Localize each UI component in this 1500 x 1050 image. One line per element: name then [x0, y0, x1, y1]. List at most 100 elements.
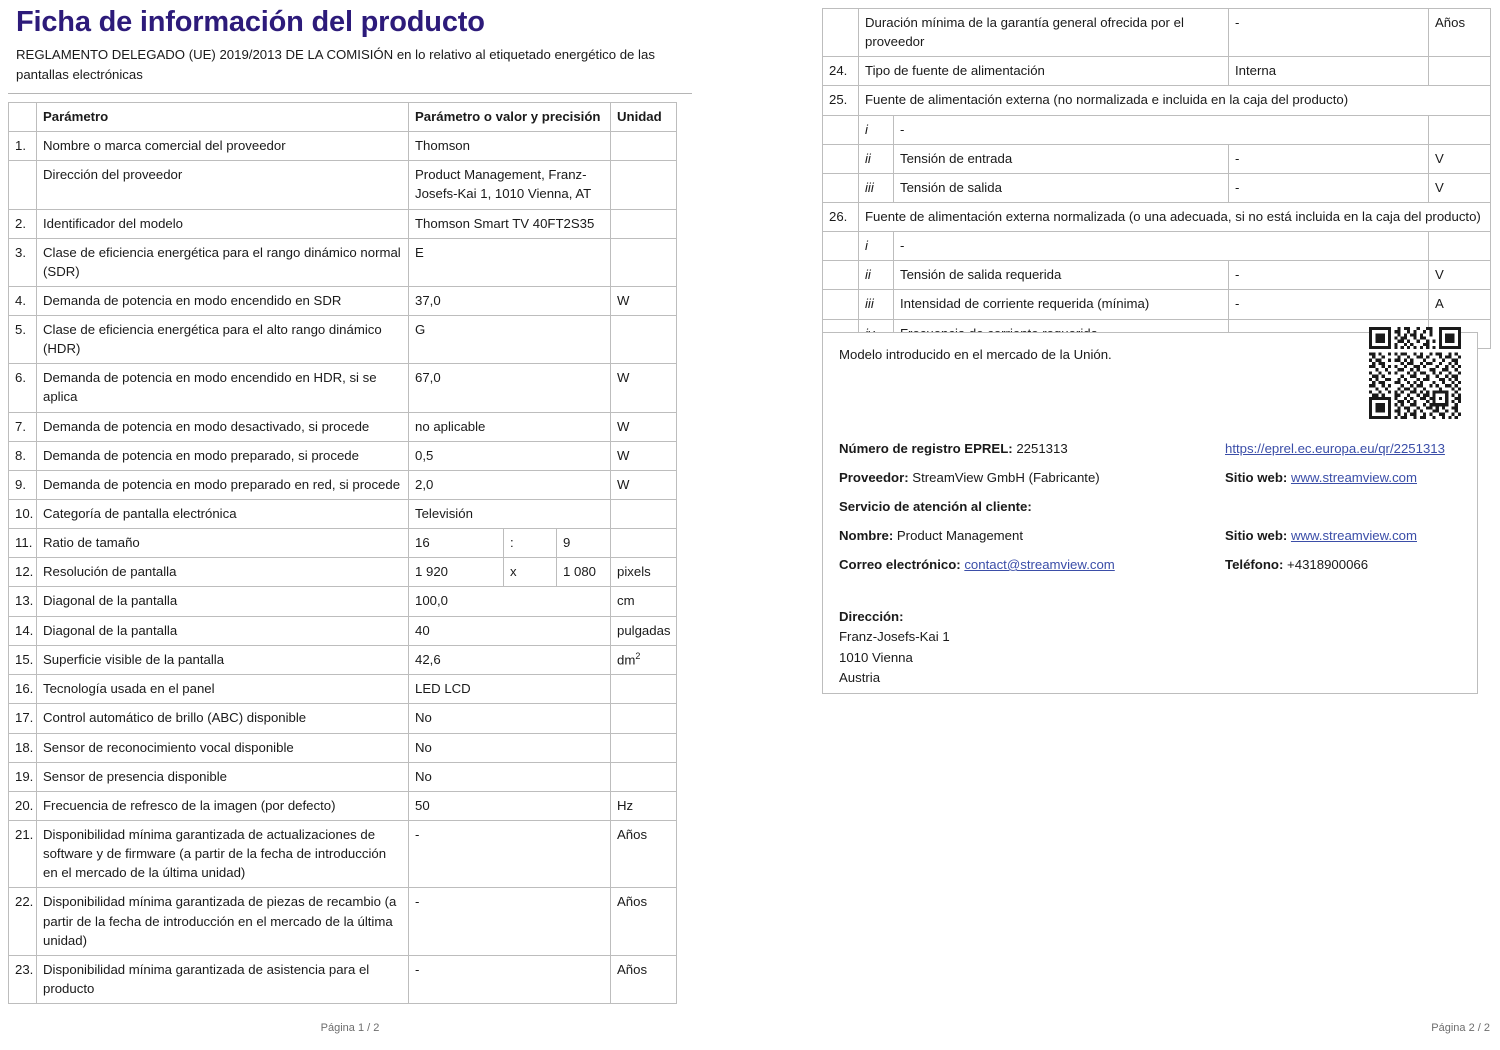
row-number: 5. [8, 315, 37, 365]
address-line: Austria [839, 670, 881, 686]
regulation-subtitle: REGLAMENTO DELEGADO (UE) 2019/2013 DE LA… [16, 47, 655, 83]
row-parameter: Resolución de pantalla [36, 557, 409, 588]
row-unit [610, 499, 677, 530]
qr-code[interactable] [1369, 327, 1461, 419]
row-value-part: 1 920 [409, 558, 504, 587]
row-number: 17. [8, 703, 37, 734]
row-parameter: Tipo de fuente de alimentación [858, 56, 1229, 87]
row-value: Interna [1228, 56, 1429, 87]
row-number: 23. [8, 954, 37, 1005]
table-row: 14. Diagonal de la pantalla 40 pulgadas [8, 615, 677, 646]
row-value: LED LCD [408, 674, 611, 705]
row-number: 26. [822, 201, 859, 233]
eprel-url-link[interactable]: https://eprel.ec.europa.eu/qr/2251313 [1225, 441, 1445, 456]
row-unit: A [1428, 289, 1491, 320]
row-value: 0,5 [408, 440, 611, 471]
row-unit: W [610, 285, 677, 317]
row-parameter: Clase de eficiencia energética para el r… [36, 237, 409, 287]
row-number: 25. [822, 85, 859, 116]
supplier-label: Proveedor: [839, 470, 909, 485]
row-value: Thomson Smart TV 40FT2S35 [408, 208, 611, 239]
row-unit: cm [610, 586, 677, 617]
table-header-row: Parámetro Parámetro o valor y precisión … [8, 101, 677, 133]
support-heading-cell: Servicio de atención al cliente: [839, 499, 1225, 514]
header-value: Parámetro o valor y precisión [408, 101, 611, 133]
supplier-website-cell: Sitio web: www.streamview.com [1225, 470, 1463, 485]
row-parameter: Disponibilidad mínima garantizada de act… [36, 819, 409, 889]
row-unit [610, 208, 677, 239]
row-value: - [408, 954, 611, 1005]
table-row: 3. Clase de eficiencia energética para el… [8, 237, 677, 287]
table-row: 1. Nombre o marca comercial del proveedor… [8, 131, 677, 162]
row-parameter: Control automático de brillo (ABC) dispo… [36, 703, 409, 734]
contact-name-row: Nombre: Product Management Sitio web: ww… [839, 528, 1463, 543]
row-value-part: 16 [409, 529, 504, 558]
website-link[interactable]: www.streamview.com [1290, 470, 1417, 485]
supplier-row: Proveedor: StreamView GmbH (Fabricante) … [839, 470, 1463, 485]
row-value: - [408, 819, 611, 889]
row-unit [1428, 56, 1491, 87]
table-row: 2. Identificador del modelo Thomson Smart … [8, 208, 677, 239]
row-number: 20. [8, 790, 37, 821]
table-row: 5. Clase de eficiencia energética para el… [8, 315, 677, 365]
contact-email-row: Correo electrónico: contact@streamview.c… [839, 557, 1463, 572]
row-unit: Años [1428, 7, 1491, 58]
row-roman-number: i [858, 114, 894, 145]
row-value: 67,0 [408, 363, 611, 413]
address-label: Dirección: [839, 609, 904, 624]
page-2-footer: Página 2 / 2 [1431, 1022, 1490, 1034]
support-heading-spacer [1225, 499, 1463, 514]
website-label: Sitio web: [1225, 470, 1288, 485]
table-row: 17. Control automático de brillo (ABC) di… [8, 703, 677, 734]
row-value: E [408, 237, 611, 287]
row-number: 3. [8, 237, 37, 287]
phone-cell: Teléfono: +4318900066 [1225, 557, 1463, 572]
row-parameter: Demanda de potencia en modo preparado en… [36, 469, 409, 501]
table-row: 13. Diagonal de la pantalla 100,0 cm [8, 586, 677, 617]
table-row: 21. Disponibilidad mínima garantizada de … [8, 819, 677, 889]
row-value: No [408, 761, 611, 792]
row-value: - [408, 887, 611, 956]
row-value: 42,6 [408, 644, 611, 676]
eprel-row: Número de registro EPREL: 2251313 https:… [839, 441, 1463, 456]
page-2: Duración mínima de la garantía general o… [800, 0, 1500, 1050]
row-parameter: Duración mínima de la garantía general o… [858, 7, 1229, 58]
row-value: 50 [408, 790, 611, 821]
row-parameter: Sensor de reconocimiento vocal disponibl… [36, 732, 409, 763]
row-unit [610, 761, 677, 792]
row-number [8, 160, 37, 210]
table-row: 9. Demanda de potencia en modo preparado … [8, 469, 677, 501]
row-parameter: Tecnología usada en el panel [36, 674, 409, 705]
row-parameter: Demanda de potencia en modo preparado, s… [36, 440, 409, 471]
page-title: Ficha de información del producto [16, 6, 485, 38]
row-parameter: - [893, 114, 1429, 145]
row-parameter: Dirección del proveedor [36, 160, 409, 210]
row-value: 40 [408, 615, 611, 646]
table-row: 12. Resolución de pantalla 1 920 x 1 080 pixe… [8, 557, 677, 588]
row-number: 16. [8, 674, 37, 705]
eprel-label: Número de registro EPREL: [839, 441, 1013, 456]
row-value-part: : [503, 529, 557, 558]
table-row: 8. Demanda de potencia en modo preparado,… [8, 440, 677, 471]
row-roman-number: iii [858, 289, 894, 320]
row-value-part: x [503, 558, 557, 587]
row-number: 1. [8, 131, 37, 162]
name-label: Nombre: [839, 528, 894, 543]
table-row: 26. Fuente de alimentación externa normal… [822, 201, 1491, 233]
row-number [822, 231, 859, 262]
address-line: 1010 Vienna [839, 649, 913, 665]
address-block: Dirección: Franz-Josefs-Kai 1 1010 Vienna… [839, 607, 950, 689]
row-number: 8. [8, 440, 37, 471]
email-link[interactable]: contact@streamview.com [964, 557, 1115, 572]
website2-link[interactable]: www.streamview.com [1290, 528, 1417, 543]
table-row: 10. Categoría de pantalla electrónica Tele… [8, 499, 677, 530]
email-cell: Correo electrónico: contact@streamview.c… [839, 557, 1225, 572]
supplier-info-box: Modelo introducido en el mercado de la U… [822, 327, 1478, 694]
row-number: 2. [8, 208, 37, 239]
row-parameter: Demanda de potencia en modo encendido en… [36, 363, 409, 413]
product-spec-table: Parámetro Parámetro o valor y precisión … [8, 101, 677, 1005]
row-unit: Años [610, 954, 677, 1005]
phone-value: +4318900066 [1287, 557, 1369, 572]
row-number [822, 7, 859, 58]
row-parameter: Diagonal de la pantalla [36, 586, 409, 617]
